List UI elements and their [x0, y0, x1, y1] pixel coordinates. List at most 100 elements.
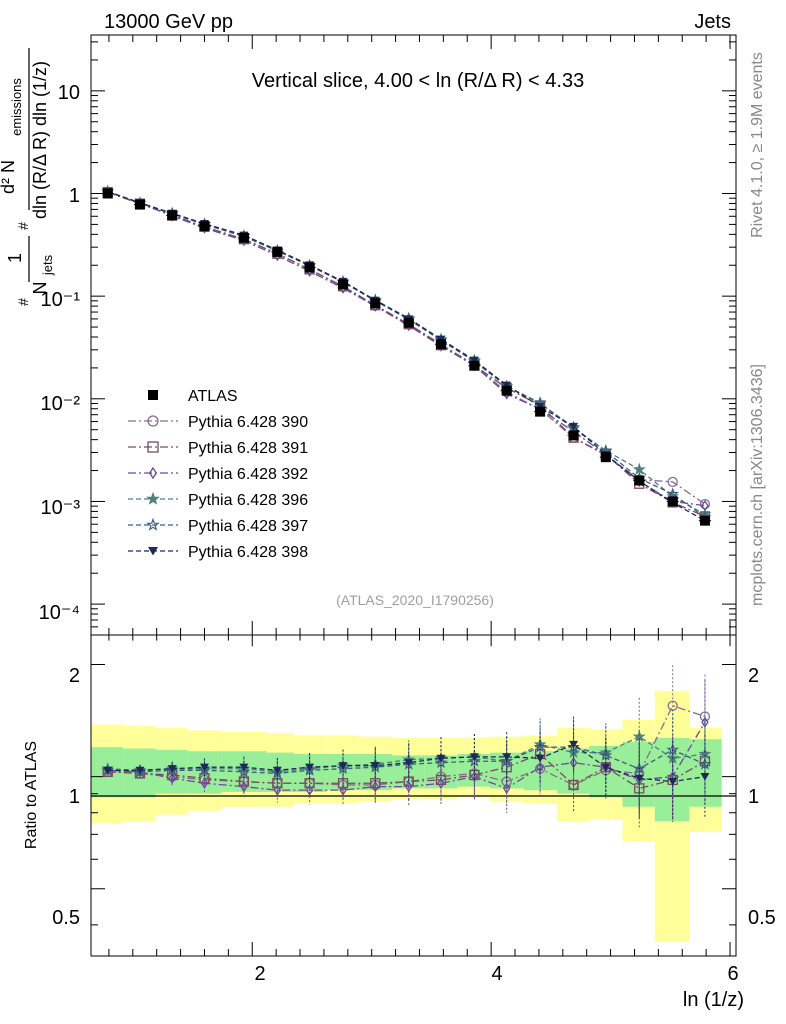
- header-left: 13000 GeV pp: [104, 11, 233, 33]
- ratio-point-397: [599, 748, 613, 761]
- ratio-point-392: [536, 761, 544, 773]
- ratio-point-397: [698, 757, 712, 770]
- ratio-tick-label-right-2: 2: [748, 665, 759, 687]
- y-tick-label-10: 10: [58, 82, 80, 104]
- legend-marker-atlas: [148, 390, 158, 400]
- y-label-num-d2N: d² N: [0, 160, 18, 194]
- ratio-point-398: [700, 773, 710, 781]
- ratio-tick-label-right-1: 1: [748, 786, 759, 808]
- legend-marker-392: [148, 466, 158, 480]
- ratio-point-397: [434, 755, 448, 769]
- ratio-series-layer: [101, 665, 712, 828]
- legend-marker-397: [146, 517, 160, 531]
- y-label-Njets: N: [30, 282, 50, 295]
- ratio-point-398: [404, 759, 414, 767]
- ratio-point-398: [135, 766, 145, 775]
- ratio-point-392: [273, 784, 282, 796]
- axis-tick-labels: 2 4 6 10⁻⁴ 10⁻³ 10⁻² 10⁻¹ 1 10 0.5 1 2 0…: [39, 82, 776, 985]
- ratio-point-398: [370, 762, 380, 770]
- ratio-point-392: [339, 784, 347, 796]
- ratio-point-398: [436, 754, 446, 763]
- legend-label-398: Pythia 6.428 398: [188, 544, 308, 561]
- y-label-den: dln (R/Δ R) dln (1/z): [30, 61, 50, 219]
- ratio-tick-label-1: 1: [69, 786, 80, 808]
- x-tick-label-6: 6: [727, 963, 738, 985]
- legend-marker-391: [147, 441, 159, 453]
- ratio-point-392: [371, 780, 379, 793]
- ratio-point-392: [569, 757, 578, 769]
- ratio-point-398: [535, 754, 545, 763]
- legend-label-atlas: ATLAS: [188, 388, 238, 405]
- watermark: (ATLAS_2020_I1790256): [336, 592, 494, 608]
- ratio-point-398: [199, 763, 209, 772]
- ratio-point-392: [240, 780, 248, 793]
- ratio-point-392: [437, 777, 445, 789]
- y-tick-label-1e-2: 10⁻²: [41, 393, 81, 415]
- y-label-hash: #: [15, 298, 31, 306]
- legend-label-397: Pythia 6.428 397: [188, 518, 308, 535]
- ratio-point-398: [634, 774, 644, 783]
- main-point-397: [666, 487, 680, 500]
- side-label-top: Rivet 4.1.0, ≥ 1.9M events: [749, 52, 766, 238]
- side-label-bottom: mcplots.cern.ch [arXiv:1306.3436]: [749, 364, 766, 606]
- ratio-point-397: [666, 743, 680, 756]
- ratio-point-392: [405, 780, 413, 793]
- ratio-bands: [91, 690, 722, 942]
- ratio-point-398: [338, 762, 348, 770]
- legend-marker-390: [147, 415, 159, 427]
- ratio-point-398: [502, 753, 512, 761]
- y-tick-label-1: 1: [69, 185, 80, 207]
- legend-marker-396: [146, 491, 160, 505]
- axis-ticks: [91, 35, 736, 956]
- legend-label-391: Pythia 6.428 391: [188, 440, 308, 457]
- y-tick-label-1e-1: 10⁻¹: [41, 289, 81, 311]
- main-series-layer: [101, 184, 712, 526]
- ratio-point-398: [569, 740, 579, 749]
- y-label-one: 1: [5, 253, 25, 263]
- legend-label-392: Pythia 6.428 392: [188, 466, 308, 483]
- legend-label-396: Pythia 6.428 396: [188, 492, 308, 509]
- y-tick-label-1e-3: 10⁻³: [41, 497, 81, 519]
- ratio-point-398: [601, 763, 611, 772]
- ratio-point-392: [168, 772, 176, 784]
- x-axis-label: ln (1/z): [683, 989, 744, 1011]
- ratio-tick-label-2: 2: [69, 665, 80, 687]
- main-point-398: [469, 356, 479, 365]
- main-point-396: [632, 462, 646, 475]
- ratio-point-392: [502, 782, 511, 795]
- y-tick-label-1e-4: 10⁻⁴: [39, 602, 80, 624]
- main-line-390: [107, 191, 706, 505]
- ratio-point-398: [103, 766, 113, 775]
- ratio-y-axis-label: Ratio to ATLAS: [23, 741, 40, 849]
- ratio-point-398: [305, 763, 315, 772]
- ratio-tick-label-right-0.5: 0.5: [748, 907, 776, 929]
- ratio-point-397: [632, 761, 646, 775]
- header-right: Jets: [694, 11, 731, 33]
- ratio-point-398: [272, 766, 282, 775]
- ratio-point-397: [303, 763, 317, 776]
- ratio-point-398: [239, 763, 249, 772]
- legend-marker-398: [148, 547, 158, 556]
- ratio-point-398: [668, 777, 678, 786]
- ratio-point-392: [305, 784, 314, 796]
- y-label-sub-emissions: emissions: [9, 78, 24, 136]
- main-y-axis-label: d² N emissions dln (R/Δ R) dln (1/z) 1 N…: [0, 48, 55, 306]
- legend: ATLAS Pythia 6.428 390 Pythia 6.428 391 …: [128, 388, 308, 561]
- y-label-sub-jets: jets: [40, 254, 55, 276]
- y-label-hash-2: #: [15, 222, 31, 230]
- main-point-398: [569, 422, 579, 431]
- x-tick-label-4: 4: [491, 963, 502, 985]
- ratio-tick-label-0.5: 0.5: [52, 907, 80, 929]
- band-inner-bin: [556, 748, 590, 794]
- main-point-398: [502, 381, 512, 390]
- chart-title: Vertical slice, 4.00 < ln (R/Δ R) < 4.33: [252, 70, 584, 92]
- main-point-390: [667, 476, 678, 488]
- legend-label-390: Pythia 6.428 390: [188, 414, 308, 431]
- ratio-point-397: [500, 754, 514, 767]
- ratio-point-398: [167, 765, 177, 773]
- ratio-point-392: [470, 770, 479, 783]
- ratio-point-398: [469, 753, 479, 761]
- ratio-point-392: [200, 777, 209, 789]
- x-tick-label-2: 2: [254, 963, 265, 985]
